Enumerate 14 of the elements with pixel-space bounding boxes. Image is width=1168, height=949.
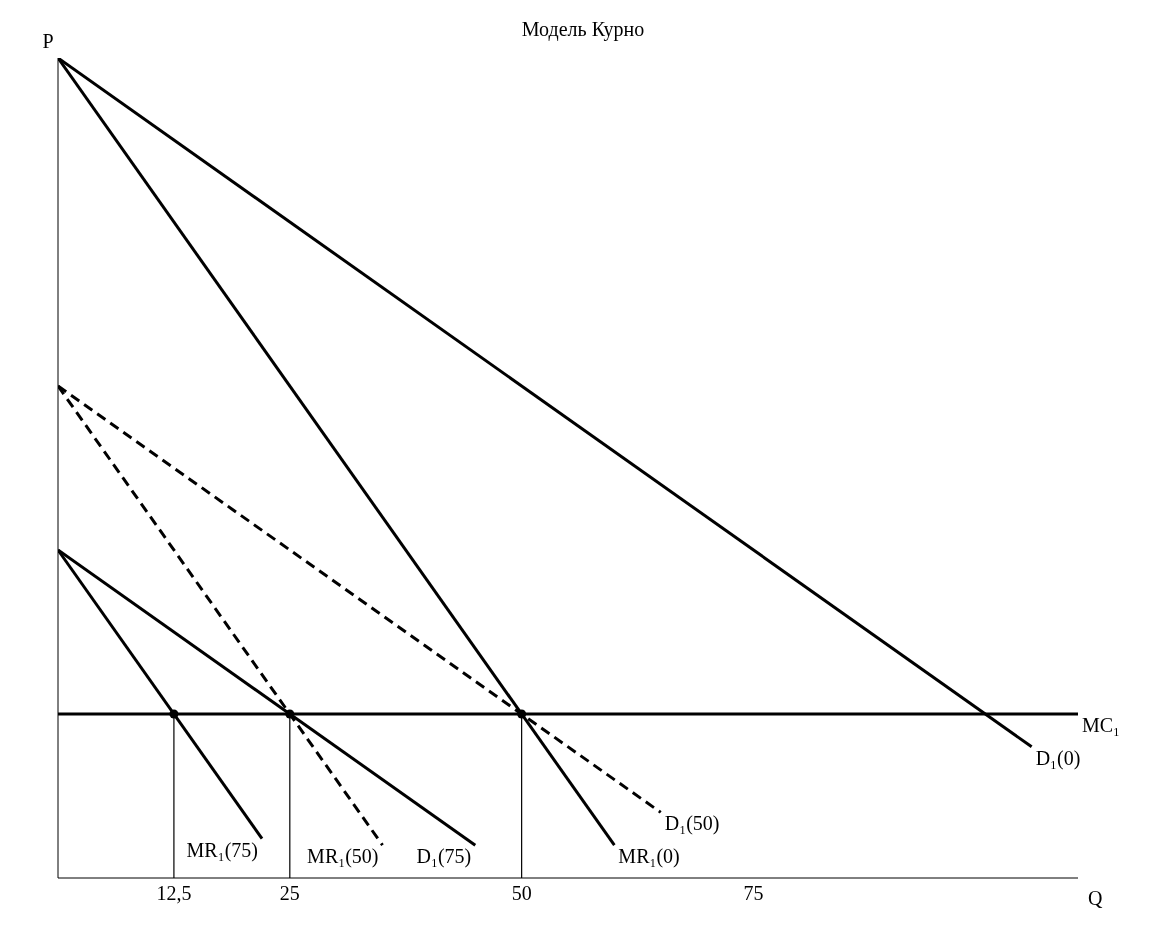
- series-label: MR₁(0): [618, 845, 680, 869]
- x-tick-label: 50: [511, 882, 532, 905]
- series-label: MR₁(75): [186, 838, 258, 862]
- y-axis-title: P: [42, 30, 54, 52]
- chart-title: Модель Курно: [521, 18, 645, 41]
- series-label: MC₁: [1082, 714, 1121, 736]
- x-tick-label: 75: [743, 882, 764, 905]
- x-tick-label: 12,5: [156, 882, 192, 905]
- x-axis-title: Q: [1088, 887, 1103, 910]
- series-label: D₁(0): [1035, 746, 1081, 770]
- series-label: D₁(75): [416, 845, 472, 869]
- series-label: D₁(50): [664, 812, 720, 836]
- series-label: MR₁(50): [307, 845, 379, 869]
- x-tick-label: 25: [279, 882, 300, 905]
